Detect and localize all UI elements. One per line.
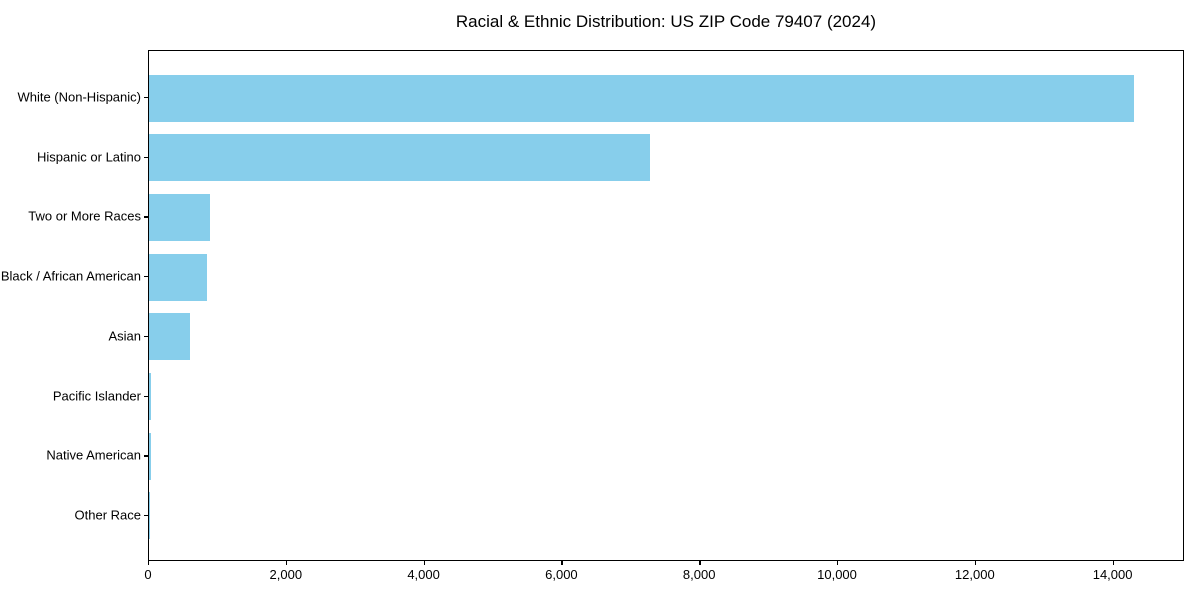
bar-hispanic-or-latino xyxy=(149,134,650,182)
category-label-asian: Asian xyxy=(108,328,141,344)
y-tick-mark xyxy=(144,335,148,338)
x-tick-label: 12,000 xyxy=(954,567,995,582)
x-tick-mark xyxy=(837,561,839,565)
category-label-pacific-islander: Pacific Islander xyxy=(52,388,141,403)
x-tick-label: 4,000 xyxy=(407,567,440,582)
plot-area xyxy=(148,50,1184,561)
y-tick-mark xyxy=(144,216,148,218)
x-tick-mark xyxy=(561,561,563,565)
x-tick-mark xyxy=(148,561,150,565)
bar-two-or-more-races xyxy=(149,193,211,241)
y-tick-mark xyxy=(144,514,148,517)
x-tick-mark xyxy=(699,561,701,565)
y-tick-mark xyxy=(144,97,148,99)
y-tick-mark xyxy=(144,455,148,457)
category-label-native-american: Native American xyxy=(46,447,141,463)
x-tick-label: 14,000 xyxy=(1092,567,1133,582)
x-tick-label: 0 xyxy=(144,567,152,582)
x-tick-mark xyxy=(974,561,977,565)
x-tick-mark xyxy=(285,561,288,565)
x-tick-mark xyxy=(423,561,425,565)
x-tick-mark xyxy=(1112,561,1114,565)
bar-asian xyxy=(149,313,190,361)
y-tick-mark xyxy=(144,156,148,159)
x-tick-label: 10,000 xyxy=(817,567,857,582)
y-tick-mark xyxy=(144,395,148,397)
category-label-two-or-more-races: Two or More Races xyxy=(28,208,141,224)
x-tick-label: 6,000 xyxy=(545,567,578,582)
category-label-hispanic-or-latino: Hispanic or Latino xyxy=(36,149,141,165)
bar-native-american xyxy=(149,432,152,480)
bar-black-african-american xyxy=(149,253,208,301)
category-label-other-race: Other Race xyxy=(74,507,141,523)
x-tick-label: 8,000 xyxy=(682,567,716,582)
bar-white-non-hispanic xyxy=(149,74,1134,122)
x-tick-label: 2,000 xyxy=(269,567,303,582)
chart-title: Racial & Ethnic Distribution: US ZIP Cod… xyxy=(455,12,877,31)
y-tick-mark xyxy=(144,276,148,278)
category-label-white-non-hispanic: White (Non-Hispanic) xyxy=(17,89,141,105)
category-label-black-african-american: Black / African American xyxy=(0,268,141,284)
bar-pacific-islander xyxy=(149,373,152,420)
